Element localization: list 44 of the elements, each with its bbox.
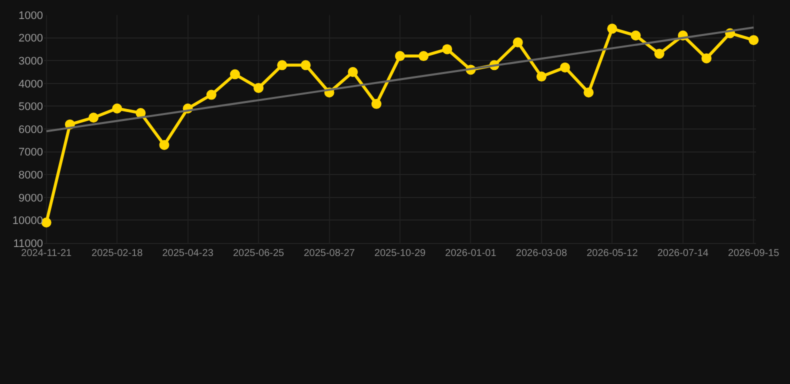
point [395,51,405,62]
x-tick-label: 2025-02-18 [92,248,144,259]
y-tick-label: 8000 [18,169,43,182]
x-tick-label: 2024-11-21 [21,248,72,259]
point [348,67,358,77]
point [701,53,712,64]
x-tick-label: 2026-05-12 [586,248,638,259]
point [654,48,664,59]
point [371,98,382,109]
x-tick-label: 2025-08-27 [304,248,356,259]
y-tick-label: 7000 [18,146,43,159]
point [560,62,570,72]
point [512,37,523,48]
point [206,90,216,100]
y-tick-label: 6000 [18,124,43,136]
point [112,103,122,114]
y-tick-label: 3000 [18,55,43,68]
y-tick-label: 11000 [13,238,43,250]
y-tick-label: 5000 [18,101,43,114]
y-tick-label: 2000 [18,32,43,45]
y-tick-label: 9000 [18,192,43,204]
y-tick-label: 10000 [12,215,43,228]
point [442,44,452,54]
point [418,51,429,62]
point [300,60,311,70]
point [230,69,240,80]
point [607,24,618,34]
point [748,35,759,46]
point [159,140,170,150]
y-tick-label: 1000 [18,10,43,22]
x-tick-label: 2026-03-08 [516,248,568,259]
point [254,82,264,93]
y-tick-label: 4000 [18,78,43,90]
x-tick-label: 2026-09-15 [728,248,780,259]
point [88,112,99,123]
x-tick-label: 2025-04-23 [162,248,214,259]
x-tick-label: 2026-01-01 [445,248,497,259]
point [584,88,594,98]
x-tick-label: 2025-06-25 [232,248,285,259]
x-tick-label: 2026-07-14 [657,248,709,259]
x-tick-label: 2025-10-29 [374,248,426,259]
point [277,60,288,70]
point [536,72,546,82]
point [630,30,641,41]
